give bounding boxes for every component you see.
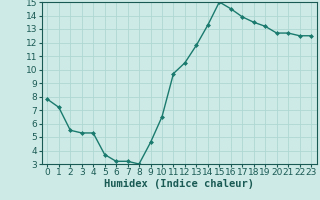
X-axis label: Humidex (Indice chaleur): Humidex (Indice chaleur) [104, 179, 254, 189]
